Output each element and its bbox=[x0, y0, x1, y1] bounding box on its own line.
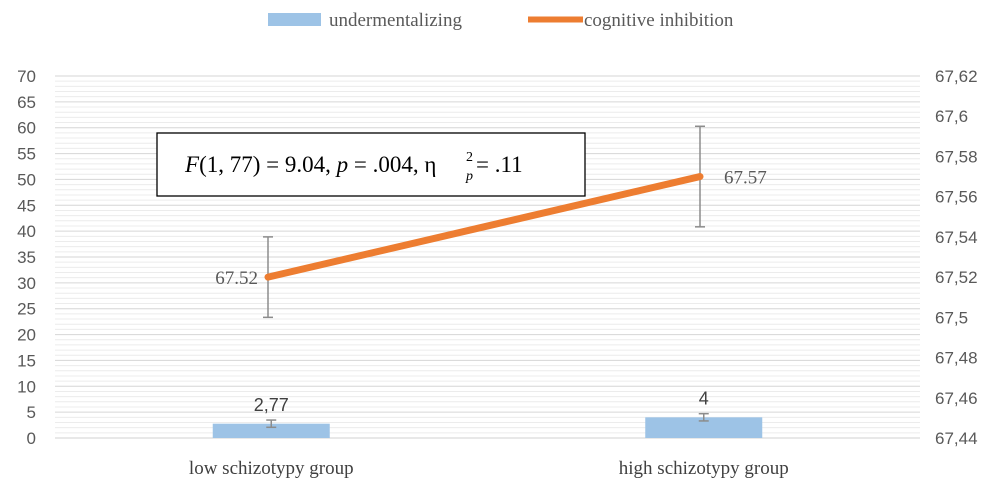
y-axis-right: 67,44 67,46 67,48 67,5 67,52 67,54 67,56 67,58 6… bbox=[935, 67, 978, 448]
y-right-tick-label: 67,52 bbox=[935, 268, 978, 287]
y-axis-left: 0 5 10 15 20 25 30 35 40 45 50 55 60 65 70 bbox=[17, 67, 36, 448]
line-data-label: 67.57 bbox=[724, 168, 767, 189]
y-left-tick-label: 55 bbox=[17, 145, 36, 164]
bar-series: 2,77 4 bbox=[212, 389, 763, 438]
statistics-annotation: F(1, 77) = 9.04, p = .004, η 2 p = .11 bbox=[156, 132, 586, 197]
y-left-tick-label: 30 bbox=[17, 274, 36, 293]
annotation-box bbox=[156, 132, 586, 197]
y-left-tick-label: 70 bbox=[17, 67, 36, 86]
y-left-tick-label: 50 bbox=[17, 170, 36, 189]
y-right-tick-label: 67,46 bbox=[935, 389, 978, 408]
category-label: low schizotypy group bbox=[189, 458, 354, 479]
annotation-eta-value: = .11 bbox=[476, 152, 523, 177]
y-right-tick-label: 67,48 bbox=[935, 349, 978, 368]
line-data-label: 67.52 bbox=[215, 268, 258, 289]
y-left-tick-label: 15 bbox=[17, 351, 36, 370]
annotation-text: F(1, 77) = 9.04, p = .004, η bbox=[184, 152, 436, 177]
y-right-tick-label: 67,5 bbox=[935, 308, 968, 327]
y-left-tick-label: 60 bbox=[17, 119, 36, 138]
y-left-tick-label: 10 bbox=[17, 377, 36, 396]
annotation-eta-sup: 2 bbox=[466, 150, 473, 165]
y-right-tick-label: 67,62 bbox=[935, 67, 978, 86]
y-left-tick-label: 0 bbox=[27, 429, 36, 448]
series-line bbox=[264, 173, 704, 281]
y-left-tick-label: 5 bbox=[27, 403, 36, 422]
annotation-eta-sub: p bbox=[465, 169, 473, 184]
y-left-tick-label: 45 bbox=[17, 196, 36, 215]
y-right-tick-label: 67,44 bbox=[935, 429, 978, 448]
legend: undermentalizing cognitive inhibition bbox=[268, 10, 734, 31]
y-left-tick-label: 20 bbox=[17, 326, 36, 345]
y-right-tick-label: 67,54 bbox=[935, 228, 978, 247]
bar bbox=[645, 417, 763, 438]
bar-data-label: 2,77 bbox=[254, 395, 289, 415]
line-series: 67.52 67.57 bbox=[215, 125, 767, 319]
legend-label-undermentalizing: undermentalizing bbox=[329, 10, 462, 31]
y-left-tick-label: 40 bbox=[17, 222, 36, 241]
y-left-tick-label: 35 bbox=[17, 248, 36, 267]
y-left-tick-label: 65 bbox=[17, 93, 36, 112]
legend-swatch-undermentalizing bbox=[268, 13, 321, 26]
bar bbox=[212, 423, 330, 438]
y-right-tick-label: 67,6 bbox=[935, 107, 968, 126]
x-axis: low schizotypy group high schizotypy grou… bbox=[189, 458, 789, 479]
y-right-tick-label: 67,56 bbox=[935, 188, 978, 207]
gridlines bbox=[55, 75, 920, 434]
y-right-tick-label: 67,58 bbox=[935, 147, 978, 166]
legend-label-cognitive-inhibition: cognitive inhibition bbox=[584, 10, 734, 31]
bar-data-label: 4 bbox=[699, 389, 709, 409]
category-label: high schizotypy group bbox=[619, 458, 789, 479]
y-left-tick-label: 25 bbox=[17, 300, 36, 319]
